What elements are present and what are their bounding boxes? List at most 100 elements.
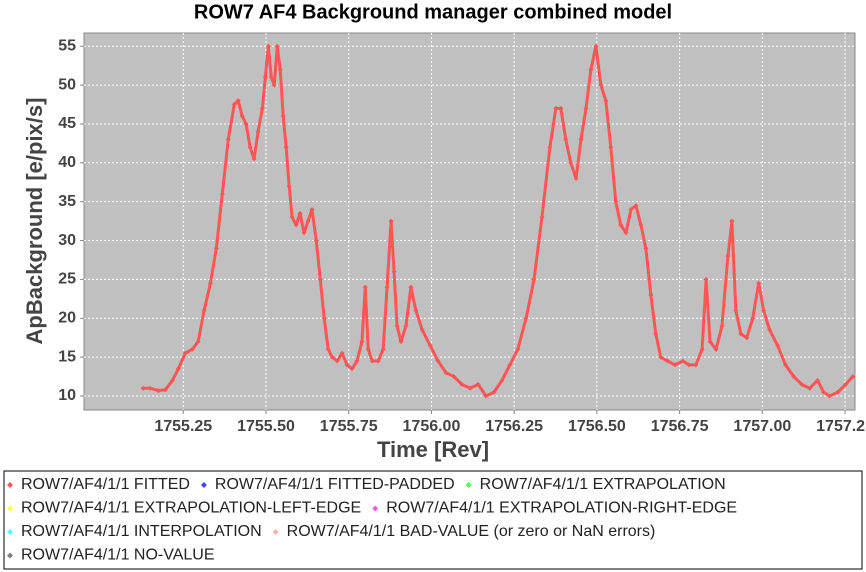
point [563, 136, 569, 142]
point [313, 238, 319, 244]
point [643, 245, 649, 251]
point [775, 342, 781, 348]
point [703, 276, 709, 282]
point [231, 102, 237, 108]
point [583, 105, 589, 111]
point [435, 358, 441, 364]
point [277, 67, 283, 73]
point [283, 144, 289, 150]
point [155, 388, 161, 394]
point [475, 381, 481, 387]
y-tick-label: 15 [58, 348, 76, 365]
point [427, 342, 433, 348]
point [419, 327, 425, 333]
point [750, 315, 756, 321]
point [403, 323, 409, 329]
point [719, 323, 725, 329]
point [247, 144, 253, 150]
point [175, 366, 181, 372]
x-tick-label: 1756.25 [485, 418, 543, 435]
point [334, 358, 340, 364]
x-tick-label: 1755.50 [237, 418, 295, 435]
point [268, 74, 274, 80]
y-axis-label: ApBackground [e/pix/s] [22, 98, 47, 345]
point [699, 346, 705, 352]
point [744, 335, 750, 341]
point [189, 346, 195, 352]
point [707, 339, 713, 345]
point [286, 183, 292, 189]
point [339, 350, 345, 356]
point [289, 214, 295, 220]
point [265, 43, 271, 49]
point [255, 129, 261, 135]
point [362, 284, 368, 290]
y-tick-label: 55 [58, 37, 76, 54]
point [665, 358, 671, 364]
point [243, 121, 249, 127]
point [499, 377, 505, 383]
y-tick-label: 35 [58, 193, 76, 210]
point [354, 358, 360, 364]
point [713, 346, 719, 352]
point [821, 389, 827, 395]
point [459, 381, 465, 387]
point [633, 203, 639, 209]
point [553, 105, 559, 111]
point [207, 280, 213, 286]
series-line [143, 44, 854, 398]
point [653, 331, 659, 337]
point [725, 253, 731, 259]
point [225, 136, 231, 142]
legend-label: ROW7/AF4/1/1 BAD-VALUE (or zero or NaN e… [287, 523, 656, 540]
y-tick-label: 30 [58, 232, 76, 249]
point [850, 374, 856, 380]
point [573, 175, 579, 181]
point [608, 144, 614, 150]
point [182, 350, 188, 356]
legend-label: ROW7/AF4/1/1 NO-VALUE [21, 547, 215, 564]
legend-marker [200, 482, 207, 488]
point [467, 385, 473, 391]
point [239, 113, 245, 119]
point [523, 315, 529, 321]
y-tick-label: 50 [58, 76, 76, 93]
point [394, 323, 400, 329]
legend-marker [372, 505, 379, 512]
point [280, 113, 286, 119]
point [815, 377, 821, 383]
point [491, 389, 497, 395]
point [756, 280, 762, 286]
point [162, 387, 168, 393]
point [686, 362, 692, 368]
point [568, 160, 574, 166]
legend-label: ROW7/AF4/1/1 FITTED [21, 476, 190, 493]
point [375, 358, 381, 364]
point [259, 105, 265, 111]
point [309, 206, 315, 212]
point [262, 74, 268, 80]
point [628, 206, 634, 212]
point [359, 339, 365, 345]
y-tick-label: 20 [58, 309, 76, 326]
point [733, 308, 739, 314]
point [398, 339, 404, 345]
point [301, 230, 307, 236]
legend-box [3, 470, 863, 570]
point [807, 385, 813, 391]
point [305, 218, 311, 224]
point [384, 284, 390, 290]
point [531, 276, 537, 282]
point [791, 374, 797, 380]
x-tick-label: 1757.00 [733, 418, 791, 435]
point [680, 358, 686, 364]
point [349, 366, 355, 372]
legend-label: ROW7/AF4/1/1 EXTRAPOLATION [480, 476, 726, 493]
point [344, 362, 350, 368]
point [558, 105, 564, 111]
point [547, 144, 553, 150]
point [443, 370, 449, 376]
legend-marker [465, 482, 472, 488]
y-tick-label: 10 [58, 387, 76, 404]
